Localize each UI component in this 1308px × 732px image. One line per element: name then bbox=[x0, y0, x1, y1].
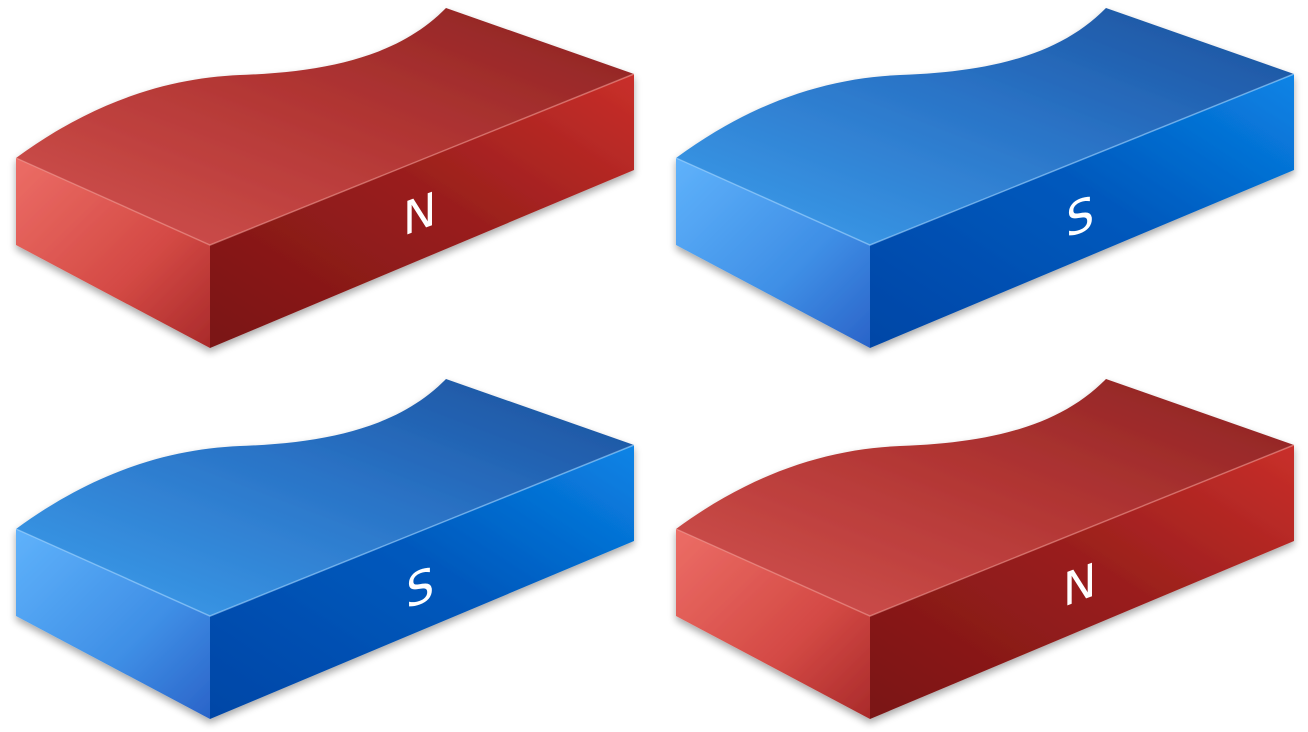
magnet-front-face bbox=[210, 74, 634, 348]
magnet-front-face bbox=[870, 445, 1294, 719]
magnet-side-face bbox=[676, 158, 870, 348]
pole-label: S bbox=[1066, 186, 1094, 250]
magnet-top-face bbox=[16, 379, 634, 616]
magnet-top-right: S bbox=[675, 8, 1295, 348]
magnet-bottom-left: S bbox=[15, 379, 635, 719]
magnet-front-face bbox=[870, 74, 1294, 348]
magnet-side-face bbox=[16, 529, 210, 719]
magnet-side-face bbox=[16, 158, 210, 348]
pole-label: S bbox=[406, 557, 434, 621]
magnet-top-face bbox=[676, 379, 1294, 616]
magnet-side-face bbox=[676, 529, 870, 719]
magnet-front-face bbox=[210, 445, 634, 719]
magnet-bottom-right: N bbox=[675, 379, 1295, 719]
magnet-top-face bbox=[16, 8, 634, 245]
magnet-top-face bbox=[676, 8, 1294, 245]
magnet-top-left: N bbox=[15, 8, 635, 348]
pole-label: N bbox=[1063, 553, 1096, 618]
pole-label: N bbox=[403, 182, 436, 247]
